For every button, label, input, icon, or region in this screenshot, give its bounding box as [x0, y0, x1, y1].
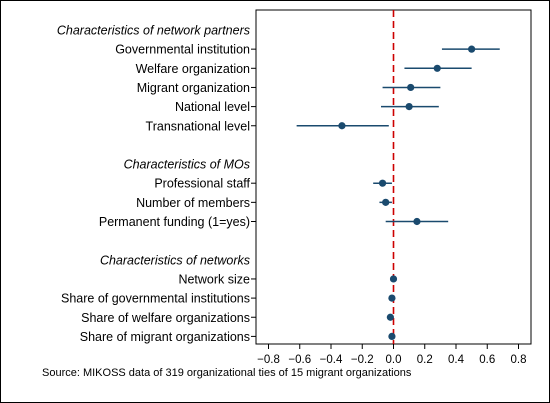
x-tick-label: 0.6: [479, 354, 495, 366]
x-tick-label: −0.6: [288, 354, 311, 366]
row-label: Share of welfare organizations: [81, 311, 250, 325]
point-estimate: [413, 217, 421, 226]
row-label: National level: [175, 100, 250, 114]
point-estimate: [468, 45, 476, 53]
point-estimate: [389, 275, 398, 283]
row-label: Network size: [178, 272, 250, 286]
x-tick-label: 0.4: [448, 354, 465, 366]
group-header: Characteristics of network partners: [57, 24, 250, 38]
x-tick-label: −0.2: [351, 354, 374, 366]
x-tick-label: 0.2: [417, 354, 433, 366]
x-tick-label: 0.8: [511, 354, 527, 366]
source-note: Source: MIKOSS data of 319 organizationa…: [42, 367, 412, 379]
point-estimate: [386, 313, 394, 321]
row-label: Welfare organization: [136, 62, 250, 76]
point-estimate: [388, 294, 396, 302]
row-label: Share of governmental institutions: [61, 292, 250, 306]
row-label: Transnational level: [146, 119, 250, 133]
row-label: Migrant organization: [137, 81, 250, 95]
point-estimate: [388, 332, 396, 340]
group-header: Characteristics of networks: [100, 253, 250, 267]
point-estimate: [378, 179, 387, 187]
row-label: Professional staff: [154, 177, 250, 191]
row-label: Governmental institution: [115, 43, 250, 57]
x-tick-label: 0.0: [386, 354, 402, 366]
point-estimate: [338, 122, 346, 130]
row-label: Permanent funding (1=yes): [99, 215, 250, 229]
group-header: Characteristics of MOs: [124, 158, 250, 172]
x-tick-label: −0.4: [320, 354, 343, 366]
point-estimate: [405, 103, 413, 111]
point-estimate: [407, 83, 415, 92]
row-label: Share of migrant organizations: [80, 330, 250, 344]
x-tick-label: −0.8: [257, 354, 280, 366]
point-estimate: [382, 198, 390, 206]
row-label: Number of members: [136, 196, 250, 210]
point-estimate: [433, 64, 441, 72]
